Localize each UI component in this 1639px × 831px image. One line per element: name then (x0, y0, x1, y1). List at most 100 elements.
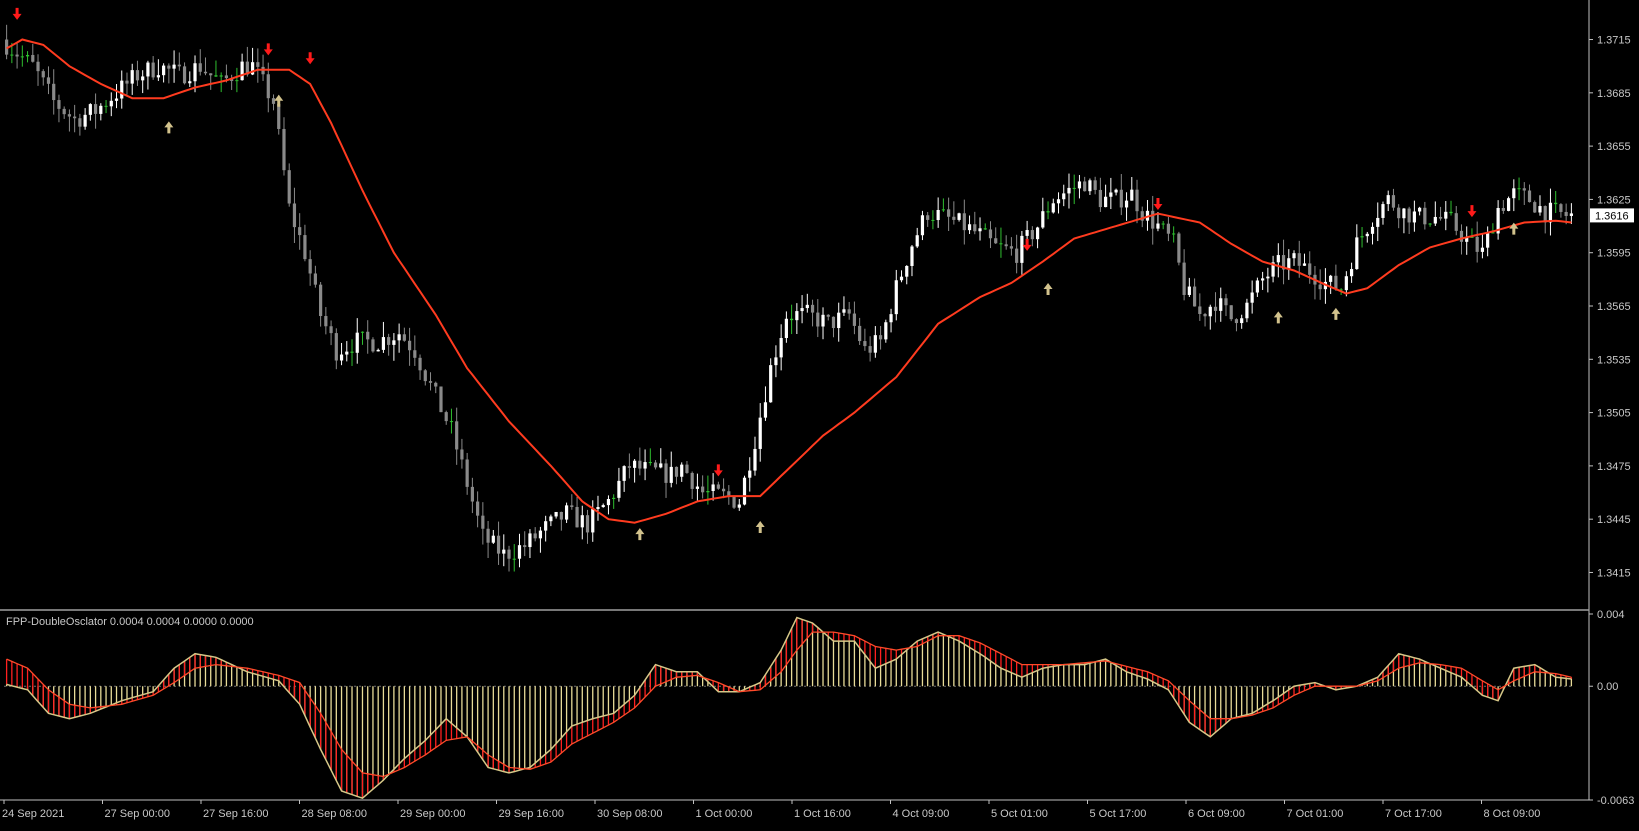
price-tick-label: 1.3415 (1597, 567, 1631, 579)
candle-body (512, 558, 516, 560)
candle-body (852, 313, 857, 326)
oscillator-pane[interactable] (4, 616, 1574, 800)
candle-body (1302, 263, 1307, 266)
candle-body (25, 54, 30, 57)
candle-body (1182, 262, 1186, 295)
candle-body (1245, 302, 1249, 319)
candle-body (67, 114, 72, 117)
candle-body (141, 76, 145, 81)
candle-body (554, 511, 558, 517)
candle-body (612, 497, 616, 499)
candle-body (88, 104, 92, 115)
candle-body (1376, 217, 1380, 227)
candle-body (182, 66, 187, 84)
candle-body (1041, 211, 1045, 228)
candle-body (219, 75, 223, 77)
candle-body (1266, 276, 1270, 279)
candle-body (298, 227, 302, 236)
time-tick-label: 6 Oct 09:00 (1188, 808, 1245, 820)
sell-arrow-icon (1467, 205, 1477, 218)
candle-body (769, 365, 773, 403)
current-price-label: 1.3616 (1595, 210, 1629, 222)
candle-body (1166, 223, 1171, 234)
candle-body (784, 318, 788, 338)
candle-body (790, 318, 794, 321)
candle-body (523, 545, 527, 548)
candle-body (266, 74, 270, 99)
candle-body (460, 449, 464, 460)
candle-body (481, 515, 485, 529)
candle-body (1177, 233, 1181, 263)
candle-body (1339, 289, 1343, 291)
candle-body (1098, 189, 1102, 208)
candle-body (1517, 188, 1521, 190)
candle-body (5, 39, 9, 55)
candle-body (1229, 305, 1233, 320)
candle-body (444, 412, 448, 422)
candle-body (1035, 227, 1040, 240)
candle-body (114, 98, 119, 101)
candle-body (1569, 213, 1573, 216)
candle-body (1281, 255, 1286, 270)
candle-body (674, 466, 679, 477)
candle-body (392, 340, 396, 345)
candle-body (544, 521, 548, 531)
candle-body (748, 470, 752, 478)
time-tick-label: 29 Sep 00:00 (400, 808, 465, 820)
candle-body (371, 339, 375, 352)
candle-body (1271, 262, 1275, 277)
candle-body (434, 382, 438, 387)
candle-body (292, 203, 297, 228)
candle-body (1276, 255, 1280, 263)
candle-body (1056, 199, 1061, 204)
candle-body (653, 462, 658, 468)
buy-arrow-icon (755, 521, 765, 534)
candle-body (1360, 236, 1364, 238)
time-tick-label: 27 Sep 00:00 (105, 808, 170, 820)
candle-body (1135, 189, 1139, 212)
candle-body (826, 314, 830, 317)
candle-body (156, 75, 160, 78)
candle-body (1119, 189, 1123, 208)
time-tick-label: 30 Sep 08:00 (597, 808, 662, 820)
candle-body (250, 62, 255, 75)
candle-body (319, 284, 323, 317)
candle-body (167, 65, 171, 69)
oscillator-main-line (6, 616, 1572, 800)
sell-arrow-icon (305, 52, 315, 65)
candle-body (507, 549, 511, 559)
candle-body (1512, 188, 1516, 199)
price-tick-label: 1.3625 (1597, 194, 1631, 206)
candle-body (1255, 280, 1259, 293)
candle-body (1077, 181, 1082, 189)
candle-body (994, 238, 998, 244)
candle-body (549, 516, 553, 522)
candle-body (1198, 306, 1202, 314)
price-pane[interactable] (5, 7, 1573, 572)
candle-body (1533, 202, 1537, 213)
candle-body (36, 61, 40, 72)
candle-body (339, 354, 344, 361)
candle-body (1104, 196, 1108, 208)
candle-body (486, 528, 490, 543)
candle-body (878, 335, 883, 340)
candle-body (570, 505, 574, 507)
candle-body (1297, 253, 1301, 266)
candle-body (209, 73, 213, 76)
candle-body (601, 505, 605, 508)
candle-body (439, 386, 443, 413)
candle-body (151, 62, 155, 78)
buy-arrow-icon (274, 94, 284, 107)
candle-body (517, 545, 522, 559)
candle-body (967, 224, 972, 231)
candle-body (732, 496, 736, 508)
candle-body (245, 61, 249, 75)
candle-body (936, 209, 940, 221)
buy-arrow-icon (1273, 311, 1283, 324)
buy-arrow-icon (1509, 222, 1519, 235)
candle-body (455, 421, 459, 450)
candle-body (800, 308, 804, 312)
sell-arrow-icon (263, 43, 273, 56)
